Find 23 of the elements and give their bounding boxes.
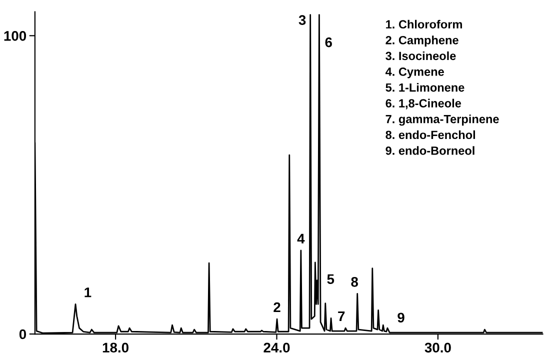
annotation: 5 bbox=[327, 274, 334, 284]
annotation: 1. Chloroform bbox=[386, 20, 462, 29]
annotation: 5. 1-Limonene bbox=[386, 83, 464, 92]
annotation: 9 bbox=[398, 312, 404, 323]
annotation: 6 bbox=[325, 37, 332, 48]
annotation: 4 bbox=[297, 234, 305, 244]
x-tick-label: 18.0 bbox=[102, 342, 128, 353]
x-tick-label: 24.0 bbox=[264, 342, 290, 353]
annotation: 3. Isocineole bbox=[386, 51, 456, 60]
annotation: 2. Camphene bbox=[386, 36, 458, 47]
annotation: 7. gamma-Terpinene bbox=[386, 114, 499, 126]
annotation: 6. 1,8-Cineole bbox=[386, 98, 462, 110]
annotation: 1 bbox=[84, 288, 92, 298]
annotation: 3 bbox=[298, 15, 306, 26]
annotation: 8. endo-Fenchol bbox=[386, 130, 475, 140]
x-tick-label: 30.0 bbox=[424, 342, 451, 353]
y-tick-label: 100 bbox=[4, 31, 26, 41]
annotation: 2 bbox=[274, 302, 280, 312]
annotation: 4. Cymene bbox=[385, 68, 444, 78]
annotation: 8 bbox=[351, 276, 358, 287]
y-tick-label: 0 bbox=[19, 329, 26, 340]
annotation: 9. endo-Borneol bbox=[386, 146, 474, 155]
annotation: 7 bbox=[338, 311, 345, 321]
